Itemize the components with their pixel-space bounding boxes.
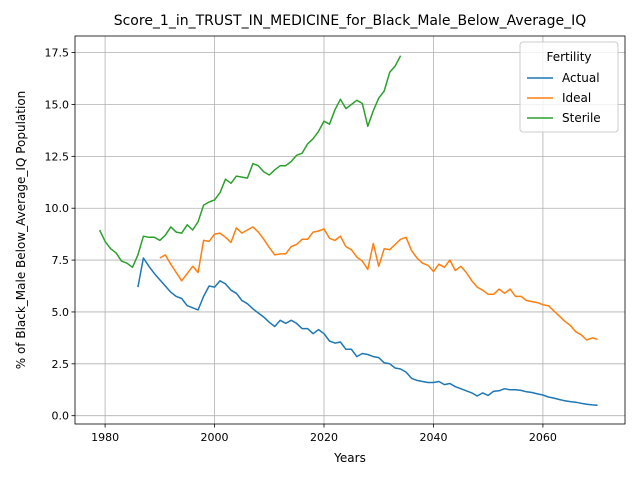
legend-box <box>519 41 619 133</box>
legend-items: Actual Ideal Sterile <box>527 71 601 125</box>
y-tick-label: 7.5 <box>52 254 70 267</box>
y-tick-label: 17.5 <box>45 47 70 60</box>
y-tick-label: 12.5 <box>45 150 70 163</box>
x-tick-label: 2000 <box>201 431 229 444</box>
series-line-sterile <box>98 55 402 269</box>
legend-title: Fertility <box>546 50 591 64</box>
legend-label-ideal: Ideal <box>562 91 591 105</box>
x-tick-label: 2040 <box>419 431 447 444</box>
x-tick-label: 1980 <box>91 431 119 444</box>
series-line-ideal <box>159 226 598 341</box>
y-tick-label: 0.0 <box>52 410 70 423</box>
chart-title: Score_1_in_TRUST_IN_MEDICINE_for_Black_M… <box>114 13 587 29</box>
plot-area-frame <box>74 35 626 425</box>
legend-label-actual: Actual <box>562 71 600 85</box>
y-tick-label: 15.0 <box>45 98 70 111</box>
legend: Fertility Actual Ideal Sterile <box>519 41 619 133</box>
axis-ticks: 1980 2000 2020 2040 2060 0.0 2.5 5.0 7.5 10.0 12.5… <box>45 47 557 444</box>
series-lines <box>98 55 598 407</box>
y-tick-label: 2.5 <box>52 358 70 371</box>
x-axis-label: Years <box>333 451 366 465</box>
x-tick-label: 2020 <box>310 431 338 444</box>
y-tick-label: 5.0 <box>52 306 70 319</box>
y-tick-label: 10.0 <box>45 202 70 215</box>
y-axis-label: % of Black_Male Below_Average_IQ Populat… <box>14 91 28 370</box>
series-line-actual <box>137 257 598 407</box>
x-tick-label: 2060 <box>529 431 557 444</box>
legend-label-sterile: Sterile <box>562 111 601 125</box>
